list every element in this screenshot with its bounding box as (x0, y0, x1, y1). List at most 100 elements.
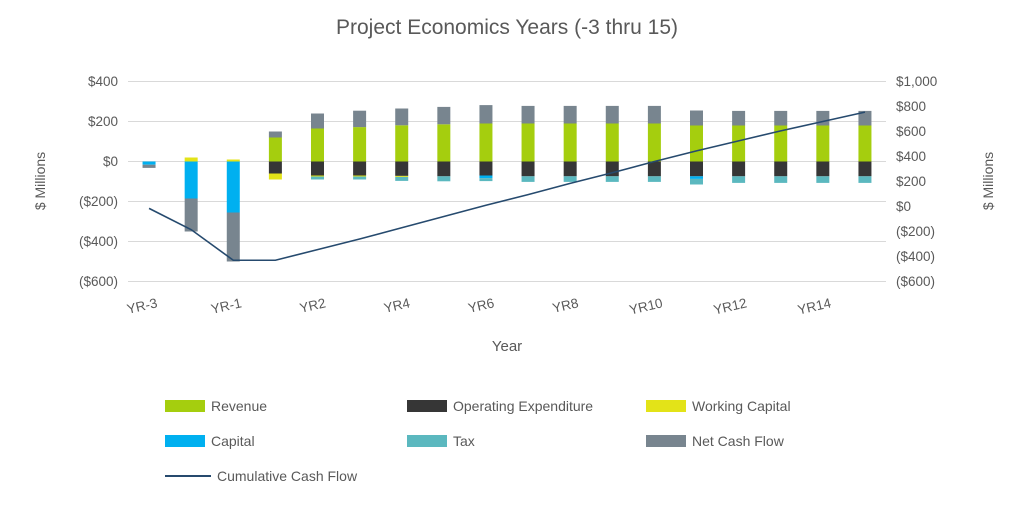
legend-swatch-capital (165, 435, 205, 447)
chart-title: Project Economics Years (-3 thru 15) (336, 16, 678, 39)
right-axis-title: $ Millions (980, 151, 996, 211)
x-axis-tick-label: YR12 (712, 295, 748, 317)
legend-label: Operating Expenditure (453, 398, 594, 414)
bar-segment-tax (395, 176, 409, 181)
left-axis-tick-label: ($600) (79, 274, 118, 289)
x-axis-tick-label: YR14 (796, 295, 833, 317)
bar-segment-tax (647, 176, 661, 182)
bar-segment-revenue (311, 128, 324, 162)
bar-segment-revenue (437, 124, 451, 162)
legend-swatch-working-capital (646, 400, 686, 412)
bar-segment-revenue (353, 127, 367, 162)
bar-segment-capital (184, 161, 198, 199)
legend-swatch-tax (407, 435, 447, 447)
legend-label: Working Capital (692, 398, 791, 414)
legend-item-working-capital: Working Capital (646, 398, 791, 414)
bar-segment-revenue (605, 123, 619, 162)
legend-label: Cumulative Cash Flow (217, 468, 358, 484)
bar-segment-operating-expenditure (437, 161, 451, 177)
bar-segment-tax (690, 178, 703, 185)
bar-segment-tax (816, 176, 830, 183)
left-axis-tick-label: ($200) (79, 194, 118, 209)
bar-segment-net-cash-flow (605, 105, 619, 124)
bar-segment-operating-expenditure (311, 161, 324, 176)
left-axis-tick-label: $0 (103, 154, 118, 169)
left-axis-tick-label: ($400) (79, 234, 118, 249)
legend-swatch-cumulative-cash-flow (165, 475, 211, 477)
bar-segment-net-cash-flow (395, 108, 409, 126)
bar-segment-tax (437, 176, 451, 182)
bar-segment-revenue (732, 125, 746, 162)
bar-segment-revenue (521, 123, 535, 162)
bar-segment-operating-expenditure (732, 161, 746, 177)
bar-segment-operating-expenditure (647, 161, 661, 177)
legend: Revenue Operating Expenditure Working Capi… (0, 390, 1024, 507)
bar-segment-operating-expenditure (774, 161, 788, 177)
bar-segment-operating-expenditure (479, 161, 493, 176)
bar-segment-net-cash-flow (647, 105, 661, 124)
left-axis-tick-label: $400 (88, 74, 118, 89)
plot-area: $400 $200 $0 ($200) ($400) ($600) $1,000 $800 $6… (79, 74, 937, 318)
bar-segment-revenue (858, 125, 872, 162)
right-axis-tick-label: ($200) (896, 224, 935, 239)
bar-segment-net-cash-flow (184, 198, 198, 232)
right-axis-tick-label: $600 (896, 124, 926, 139)
x-axis-tick-label: YR2 (298, 295, 327, 316)
bar-segment-tax (858, 176, 872, 183)
legend-item-capital: Capital (165, 433, 255, 449)
x-axis-tick-label: YR10 (628, 295, 664, 317)
legend-label: Revenue (211, 398, 268, 414)
bar-segment-net-cash-flow (268, 131, 282, 138)
bar-segment-net-cash-flow (563, 105, 577, 124)
bar-segment-working-capital (353, 175, 367, 177)
bar-segment-revenue (774, 125, 788, 162)
x-axis-tick-label: YR8 (551, 295, 580, 316)
bar-segment-tax (353, 176, 367, 180)
bar-segment-working-capital (184, 157, 198, 162)
bar-segment-operating-expenditure (521, 161, 535, 177)
bar-segment-operating-expenditure (690, 161, 703, 177)
bar-segment-revenue (479, 123, 493, 162)
legend-label: Capital (211, 433, 255, 449)
x-axis-title: Year (491, 338, 523, 355)
x-axis-tick-label: YR6 (467, 295, 496, 316)
bar-segment-capital (690, 176, 703, 179)
legend-item-revenue: Revenue (165, 398, 267, 414)
bar-segment-operating-expenditure (858, 161, 872, 177)
bar-segment-tax (563, 176, 577, 182)
right-axis-tick-label: ($600) (896, 274, 935, 289)
bar-segment-tax (605, 176, 619, 182)
legend-item-tax: Tax (407, 433, 475, 449)
x-axis-tick-label: YR-1 (210, 295, 243, 317)
right-axis-tick-label: $800 (896, 99, 926, 114)
left-axis-tick-label: $200 (88, 114, 118, 129)
bar-segment-net-cash-flow (479, 105, 493, 124)
bar-segment-net-cash-flow (226, 212, 240, 262)
bar-segment-operating-expenditure (353, 161, 367, 176)
bar-segment-revenue (816, 125, 830, 162)
bar-segment-net-cash-flow (690, 110, 703, 126)
legend-swatch-net-cash-flow (646, 435, 686, 447)
bar-segment-capital (142, 161, 156, 165)
bar-segment-revenue (563, 123, 577, 162)
bar-segment-net-cash-flow (437, 106, 451, 125)
bar-segment-revenue (647, 123, 661, 162)
right-axis-tick-label: ($400) (896, 249, 935, 264)
bar-segment-operating-expenditure (268, 161, 282, 174)
right-axis-tick-label: $200 (896, 174, 926, 189)
right-axis-tick-label: $400 (896, 149, 926, 164)
bar-segment-net-cash-flow (142, 164, 156, 168)
legend-swatch-revenue (165, 400, 205, 412)
bar-segment-net-cash-flow (521, 105, 535, 124)
bar-segment-tax (479, 178, 493, 182)
bar-segment-net-cash-flow (774, 110, 788, 126)
bar-segment-working-capital (226, 159, 240, 162)
bar-segment-operating-expenditure (395, 161, 409, 176)
left-axis-title: $ Millions (32, 151, 48, 211)
bar-segment-working-capital (311, 175, 324, 177)
cumulative-cash-flow-line (148, 111, 866, 262)
bar-segment-revenue (690, 125, 703, 162)
bar-segment-capital (479, 175, 493, 179)
bar-segment-revenue (395, 125, 409, 162)
